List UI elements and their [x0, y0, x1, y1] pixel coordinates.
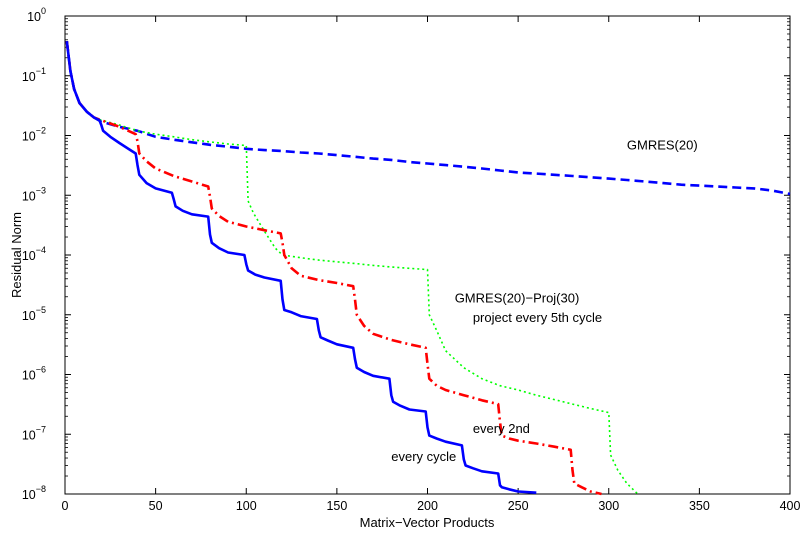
y-tick-label: 10−3 — [22, 185, 46, 203]
y-tick-label: 10−4 — [22, 245, 46, 263]
x-tick-label: 300 — [598, 499, 619, 513]
y-tick-base: 10 — [22, 249, 36, 263]
x-axis-label: Matrix−Vector Products — [360, 515, 495, 530]
y-tick-base: 10 — [22, 309, 36, 323]
annotations: GMRES(20) GMRES(20)−Proj(30) project every… — [391, 138, 697, 464]
axis-ticks — [64, 15, 791, 495]
y-tick-base: 10 — [22, 189, 36, 203]
y-tick-label: 10−8 — [22, 484, 46, 502]
annotation-label: GMRES(20) — [627, 138, 698, 153]
x-tick-labels: 0 50 100 150 200 250 300 350 400 — [62, 499, 801, 513]
y-tick-label: 10−7 — [22, 424, 46, 442]
y-tick-exponent: −4 — [36, 245, 46, 255]
series-lines — [65, 40, 791, 496]
series-line-dashed — [65, 40, 791, 196]
y-tick-label: 10−1 — [22, 66, 46, 84]
y-tick-base: 10 — [22, 130, 36, 144]
x-tick-label: 50 — [149, 499, 163, 513]
y-tick-base: 10 — [27, 10, 41, 24]
x-tick-label: 150 — [326, 499, 347, 513]
x-tick-label: 100 — [236, 499, 257, 513]
y-tick-label: 10−6 — [22, 365, 46, 383]
y-tick-exponent: −6 — [36, 365, 46, 375]
y-tick-exponent: −2 — [36, 126, 46, 136]
y-tick-exponent: −8 — [36, 484, 46, 494]
series-line-dashdot — [65, 40, 602, 496]
x-tick-label: 200 — [417, 499, 438, 513]
y-tick-exponent: −5 — [36, 305, 46, 315]
y-tick-exponent: −7 — [36, 424, 46, 434]
x-tick-label: 400 — [780, 499, 801, 513]
annotation-label: GMRES(20)−Proj(30) — [455, 291, 580, 306]
y-axis-label: Residual Norm — [9, 212, 24, 298]
y-tick-base: 10 — [22, 369, 36, 383]
annotation-label: project every 5th cycle — [473, 310, 602, 325]
y-tick-label: 10−5 — [22, 305, 46, 323]
y-tick-label: 10−2 — [22, 126, 46, 144]
plot-area — [64, 15, 791, 495]
x-tick-label: 350 — [689, 499, 710, 513]
y-tick-base: 10 — [22, 428, 36, 442]
y-tick-exponent: −1 — [36, 66, 46, 76]
y-tick-exponent: 0 — [41, 6, 46, 16]
series-line-dotted — [66, 41, 639, 495]
x-tick-label: 250 — [508, 499, 529, 513]
x-tick-label: 0 — [62, 499, 69, 513]
y-tick-label: 100 — [27, 6, 46, 24]
y-tick-exponent: −3 — [36, 185, 46, 195]
series-line-solid — [65, 40, 537, 494]
annotation-label: every cycle — [391, 449, 456, 464]
y-tick-base: 10 — [22, 488, 36, 502]
y-tick-base: 10 — [22, 70, 36, 84]
annotation-label: every 2nd — [473, 421, 530, 436]
